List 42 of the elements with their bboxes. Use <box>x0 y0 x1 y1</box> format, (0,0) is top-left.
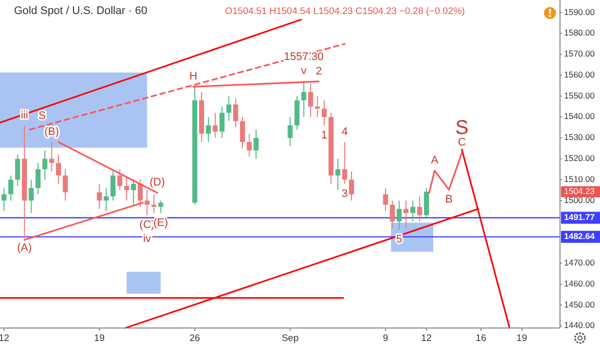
x-tick-label: 12 <box>421 333 432 344</box>
y-tick-label: 1450.00 <box>564 299 595 310</box>
annotation: v <box>301 64 308 77</box>
annotation: (E) <box>153 217 168 229</box>
y-tick-label: 1530.00 <box>564 132 595 142</box>
text: Gold Spot / U.S. Dollar · 60 <box>14 5 148 17</box>
y-tick-label: 1440.00 <box>564 320 595 330</box>
annotation: C <box>458 136 466 149</box>
x-tick-label: 16 <box>476 333 486 344</box>
y-tick-label: 1570.00 <box>564 48 595 59</box>
annotation: S <box>455 117 469 139</box>
x-tick-label: 19 <box>516 333 528 344</box>
x-tick-label: 9 <box>382 333 388 344</box>
y-tick-label: 1560.00 <box>564 69 595 80</box>
annotation: 3 <box>342 188 348 200</box>
y-tick-label: 1460.00 <box>564 278 595 288</box>
y-tick-label: 1470.00 <box>564 257 595 268</box>
x-tick-label: 26 <box>189 333 200 344</box>
annotation: B <box>445 194 453 206</box>
annotation: 5 <box>396 234 402 246</box>
annotation: (A) <box>17 242 32 254</box>
y-tick-label: 1510.00 <box>564 174 595 184</box>
annotation: 4 <box>342 126 348 138</box>
y-tick-label: 1540.00 <box>564 111 595 122</box>
y-tick-label: 1500.00 <box>564 194 595 205</box>
annotation: 2 <box>316 65 322 78</box>
annotation: (D) <box>150 176 165 189</box>
annotation: H <box>189 70 198 83</box>
text: 1504.23 <box>564 186 595 196</box>
y-tick-label: 1520.00 <box>564 153 595 164</box>
ref-line-label: 1491.77 <box>564 212 595 222</box>
annotation: (B) <box>44 126 60 138</box>
annotation: S <box>38 110 46 122</box>
x-tick-label: Sep <box>282 333 299 344</box>
y-tick-label: 1590.00 <box>564 6 595 17</box>
y-tick-label: 1550.00 <box>564 90 595 100</box>
ref-line-label: 1482.64 <box>564 231 595 242</box>
x-tick-label: 19 <box>94 333 105 344</box>
y-tick-label: 1580.00 <box>564 28 595 38</box>
annotation: 1 <box>321 129 328 142</box>
annotation: O1504.51 H1504.54 L1504.23 C1504.23 −0.28 (−0.02%) <box>225 6 465 17</box>
annotation: A <box>430 154 439 167</box>
